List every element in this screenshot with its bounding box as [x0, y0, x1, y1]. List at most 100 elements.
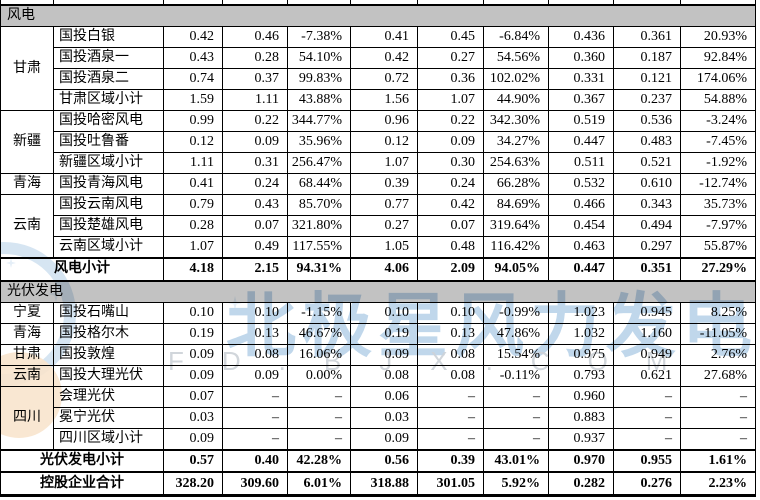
value-cell: 0.48	[417, 236, 484, 259]
value-cell: 0.24	[417, 173, 484, 196]
subtotal-row: 风电小计 4.18 2.15 94.31% 4.06 2.09 94.05% 0.447 0.3…	[0, 257, 756, 282]
value-cell: 0.13	[222, 322, 288, 345]
subtotal-value-cell: 0.39	[417, 448, 484, 473]
company-cell: 国投敦煌	[53, 343, 164, 366]
company-cell: 云南区域小计	[53, 236, 164, 259]
subtotal-value-cell: 2.15	[222, 257, 288, 282]
subtotal-value-cell: 94.31%	[287, 257, 351, 282]
value-cell: 174.06%	[680, 68, 756, 91]
subtotal-value-cell: 0.56	[350, 448, 418, 473]
value-cell: 0.07	[163, 385, 223, 408]
value-cell: –	[287, 406, 351, 429]
subtotal-value-cell: 27.29%	[680, 257, 756, 282]
value-cell: 1.023	[548, 301, 614, 324]
value-cell: 0.74	[163, 68, 223, 91]
value-cell: 54.56%	[483, 47, 549, 70]
value-cell: 102.02%	[483, 68, 549, 91]
subtotal-value-cell: 2.09	[417, 257, 484, 282]
value-cell: -7.45%	[680, 131, 756, 154]
grand-total-row: 控股企业合计 328.20 309.60 6.01% 318.88 301.05 5.92%…	[0, 471, 756, 498]
value-cell: 0.532	[548, 173, 614, 196]
value-cell: 0.49	[222, 236, 288, 259]
table-row: 国投楚雄风电 0.28 0.07 321.80% 0.27 0.07 319.64% 0.45…	[1, 215, 756, 238]
value-cell: 0.10	[350, 301, 418, 324]
value-cell: 0.36	[417, 68, 484, 91]
value-cell: 0.08	[350, 364, 418, 387]
subtotal-value-cell: 43.01%	[483, 448, 549, 473]
grand-total-value-cell: 6.01%	[287, 471, 351, 498]
value-cell: 0.12	[350, 131, 418, 154]
value-cell: 0.945	[613, 301, 681, 324]
value-cell: 0.72	[350, 68, 418, 91]
value-cell: 0.27	[350, 215, 418, 238]
table-row: 国投酒泉二 0.74 0.37 99.83% 0.72 0.36 102.02% 0.331 0…	[1, 68, 756, 91]
value-cell: -0.11%	[483, 364, 549, 387]
region-cell: 甘肃	[0, 26, 54, 112]
section-header-row: 光伏发电	[0, 279, 756, 303]
value-cell: 342.30%	[483, 110, 549, 133]
value-cell: 0.483	[613, 131, 681, 154]
value-cell: 0.12	[163, 131, 223, 154]
value-cell: 0.46	[222, 26, 288, 49]
value-cell: 0.09	[350, 343, 418, 366]
subtotal-label-cell: 风电小计	[0, 257, 164, 282]
company-cell: 国投哈密风电	[53, 110, 164, 133]
company-cell: 甘肃区域小计	[53, 89, 164, 112]
value-cell: 0.06	[350, 385, 418, 408]
clipped-header-cell	[680, 0, 756, 6]
value-cell: 0.09	[163, 343, 223, 366]
value-cell: 0.22	[417, 110, 484, 133]
value-cell: 0.19	[350, 322, 418, 345]
value-cell: –	[613, 385, 681, 408]
value-cell: 0.42	[350, 47, 418, 70]
value-cell: 20.93%	[680, 26, 756, 49]
table-row: 新疆 国投哈密风电 0.99 0.22 344.77% 0.96 0.22 342.30% 0.…	[0, 110, 756, 175]
value-cell: 344.77%	[287, 110, 351, 133]
value-cell: 0.494	[613, 215, 681, 238]
value-cell: 43.88%	[287, 89, 351, 112]
table-row: 国投吐鲁番 0.12 0.09 35.96% 0.12 0.09 34.27% 0.447 0.…	[1, 131, 756, 154]
value-cell: 0.96	[350, 110, 418, 133]
company-cell: 国投吐鲁番	[53, 131, 164, 154]
value-cell: 0.42	[163, 26, 223, 49]
value-cell: 1.56	[350, 89, 418, 112]
value-cell: 0.09	[163, 427, 223, 451]
value-cell: 0.454	[548, 215, 614, 238]
value-cell: 0.975	[548, 343, 614, 366]
value-cell: 35.73%	[680, 194, 756, 217]
value-cell: 0.09	[163, 364, 223, 387]
grand-total-value-cell: 2.23%	[680, 471, 756, 498]
table-row: 宁夏 国投石嘴山 0.10 0.10 -1.15% 0.10 0.10 -0.99% 1.023…	[0, 301, 756, 324]
company-cell: 国投楚雄风电	[53, 215, 164, 238]
value-cell: 99.83%	[287, 68, 351, 91]
subtotal-value-cell: 0.447	[548, 257, 614, 282]
value-cell: 0.08	[222, 343, 288, 366]
value-cell: 0.187	[613, 47, 681, 70]
value-cell: 0.10	[222, 301, 288, 324]
grand-total-label-cell: 控股企业合计	[0, 471, 164, 498]
value-cell: –	[287, 385, 351, 408]
table-row: 新疆区域小计 1.11 0.31 256.47% 1.07 0.30 254.63% 0.51…	[1, 152, 756, 175]
table-row: 甘肃 国投敦煌 0.09 0.08 16.06% 0.09 0.08 15.54% 0.975 0…	[0, 343, 756, 366]
value-cell: –	[483, 385, 549, 408]
value-cell: 1.032	[548, 322, 614, 345]
company-cell: 国投格尔木	[53, 322, 164, 345]
value-cell: 0.521	[613, 152, 681, 175]
value-cell: –	[680, 406, 756, 429]
company-cell: 新疆区域小计	[53, 152, 164, 175]
value-cell: 0.08	[417, 364, 484, 387]
value-cell: 85.70%	[287, 194, 351, 217]
value-cell: 47.86%	[483, 322, 549, 345]
value-cell: 0.793	[548, 364, 614, 387]
table-row: 甘肃 国投白银 0.42 0.46 -7.38% 0.41 0.45 -6.84% 0.436 0…	[0, 26, 756, 112]
value-cell: 0.19	[163, 322, 223, 345]
value-cell: -7.97%	[680, 215, 756, 238]
company-cell: 国投酒泉二	[53, 68, 164, 91]
region-cell: 新疆	[0, 110, 54, 175]
grand-total-value-cell: 318.88	[350, 471, 418, 498]
value-cell: 0.28	[163, 215, 223, 238]
value-cell: 1.11	[163, 152, 223, 175]
section-title-cell: 光伏发电	[0, 279, 756, 303]
value-cell: –	[613, 406, 681, 429]
value-cell: 256.47%	[287, 152, 351, 175]
